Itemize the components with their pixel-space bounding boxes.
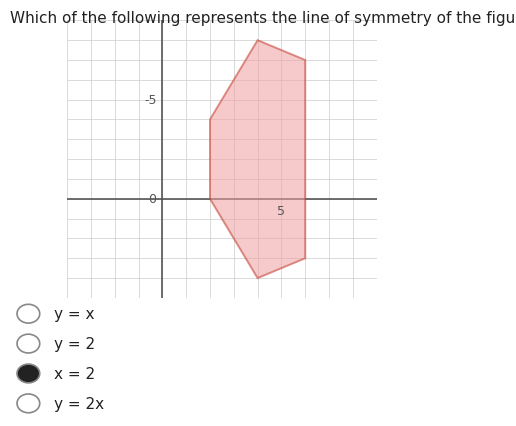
Text: y = 2: y = 2 xyxy=(54,336,95,351)
Text: 0: 0 xyxy=(149,193,156,206)
Text: y = x: y = x xyxy=(54,306,94,322)
Text: 5: 5 xyxy=(278,204,285,217)
Polygon shape xyxy=(210,41,305,279)
Text: y = 2x: y = 2x xyxy=(54,396,104,411)
Text: Which of the following represents the line of symmetry of the figure below?: Which of the following represents the li… xyxy=(10,11,516,26)
Text: x = 2: x = 2 xyxy=(54,366,95,381)
Text: -5: -5 xyxy=(144,94,156,107)
